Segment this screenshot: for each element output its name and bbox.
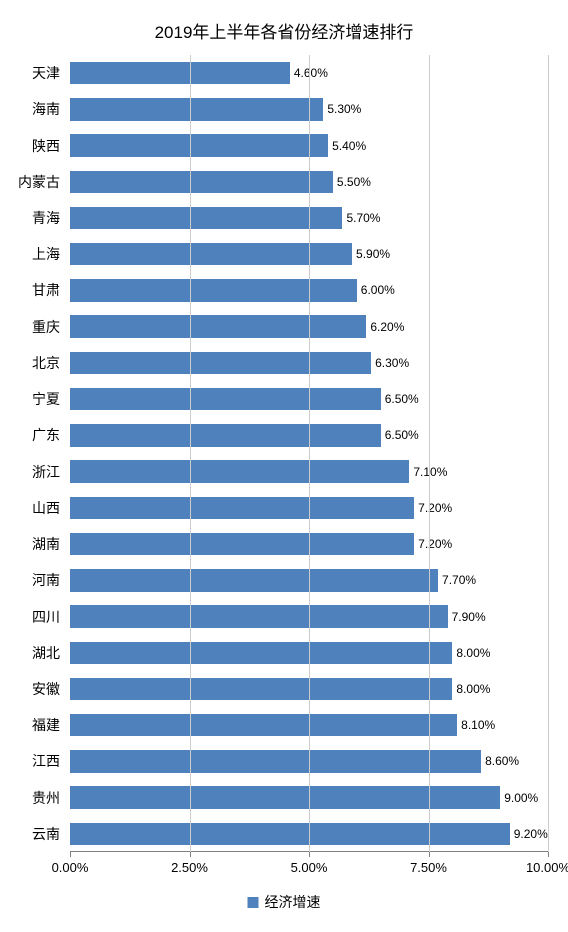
bar: 8.10% <box>70 714 457 736</box>
x-axis-label: 5.00% <box>291 860 328 875</box>
bar-value-label: 4.60% <box>294 66 328 80</box>
gridline <box>429 55 430 852</box>
y-axis-label: 甘肃 <box>32 280 60 300</box>
bar-value-label: 9.00% <box>504 791 538 805</box>
bar-value-label: 5.40% <box>332 139 366 153</box>
bar: 5.70% <box>70 207 342 229</box>
chart-title: 2019年上半年各省份经济增速排行 <box>0 18 568 43</box>
x-tick-mark <box>429 852 430 857</box>
bar: 7.70% <box>70 569 438 591</box>
bar: 6.50% <box>70 388 381 410</box>
y-axis-label: 山西 <box>32 498 60 518</box>
bar: 6.50% <box>70 424 381 446</box>
bar-value-label: 9.20% <box>514 827 548 841</box>
x-tick-mark <box>190 852 191 857</box>
bar-value-label: 5.50% <box>337 175 371 189</box>
x-axis-label: 7.50% <box>410 860 447 875</box>
bar-value-label: 8.10% <box>461 718 495 732</box>
bar-value-label: 6.50% <box>385 428 419 442</box>
x-axis-label: 0.00% <box>52 860 89 875</box>
plot-area: 4.60% 5.30% 5.40% 5.50% 5.70% 5.90% 6.00% 6.20%… <box>70 55 548 852</box>
bar-value-label: 6.50% <box>385 392 419 406</box>
x-axis-label: 2.50% <box>171 860 208 875</box>
bar-value-label: 8.00% <box>456 646 490 660</box>
bar: 5.30% <box>70 98 323 120</box>
bar: 8.00% <box>70 678 452 700</box>
bar-value-label: 5.30% <box>327 102 361 116</box>
y-axis-label: 四川 <box>32 607 60 627</box>
bar: 7.20% <box>70 497 414 519</box>
bar: 4.60% <box>70 62 290 84</box>
y-axis-label: 河南 <box>32 570 60 590</box>
bar: 7.90% <box>70 605 448 627</box>
bar-value-label: 7.20% <box>418 501 452 515</box>
y-axis-label: 安徽 <box>32 679 60 699</box>
bar: 8.00% <box>70 642 452 664</box>
y-axis-label: 重庆 <box>32 317 60 337</box>
y-axis-label: 上海 <box>32 244 60 264</box>
y-axis-label: 青海 <box>32 208 60 228</box>
bar: 5.50% <box>70 171 333 193</box>
bar-value-label: 7.90% <box>452 610 486 624</box>
bar-value-label: 7.20% <box>418 537 452 551</box>
bar: 5.40% <box>70 134 328 156</box>
y-axis-label: 湖南 <box>32 534 60 554</box>
y-axis-label: 广东 <box>32 425 60 445</box>
bar-value-label: 6.20% <box>370 320 404 334</box>
gridline <box>548 55 549 852</box>
bar-value-label: 5.70% <box>346 211 380 225</box>
x-axis-label: 10.00% <box>526 860 568 875</box>
bar-value-label: 6.00% <box>361 283 395 297</box>
y-axis-label: 宁夏 <box>32 389 60 409</box>
bar: 6.20% <box>70 315 366 337</box>
bar: 9.00% <box>70 786 500 808</box>
y-axis-label: 浙江 <box>32 462 60 482</box>
y-axis-label: 海南 <box>32 99 60 119</box>
bar: 8.60% <box>70 750 481 772</box>
gridline <box>190 55 191 852</box>
x-tick-mark <box>70 852 71 857</box>
legend-swatch <box>248 897 259 908</box>
legend-label: 经济增速 <box>265 892 321 912</box>
bar-value-label: 8.00% <box>456 682 490 696</box>
bar-value-label: 6.30% <box>375 356 409 370</box>
bar: 7.20% <box>70 533 414 555</box>
bar-value-label: 8.60% <box>485 754 519 768</box>
x-tick-mark <box>548 852 549 857</box>
x-tick-mark <box>309 852 310 857</box>
bar-value-label: 5.90% <box>356 247 390 261</box>
y-axis-label: 内蒙古 <box>18 172 60 192</box>
y-axis-label: 北京 <box>32 353 60 373</box>
bar-value-label: 7.70% <box>442 573 476 587</box>
y-axis-label: 湖北 <box>32 643 60 663</box>
bar: 9.20% <box>70 823 510 845</box>
bar: 7.10% <box>70 460 409 482</box>
y-axis-label: 福建 <box>32 715 60 735</box>
y-axis-label: 贵州 <box>32 788 60 808</box>
chart-container: 2019年上半年各省份经济增速排行 4.60% 5.30% 5.40% 5.50% 5.… <box>0 0 568 932</box>
bar: 6.00% <box>70 279 357 301</box>
legend: 经济增速 <box>248 892 321 912</box>
bar: 6.30% <box>70 352 371 374</box>
y-axis-label: 江西 <box>32 751 60 771</box>
y-axis-label: 云南 <box>32 824 60 844</box>
y-axis-label: 天津 <box>32 63 60 83</box>
y-axis-label: 陕西 <box>32 136 60 156</box>
bar-value-label: 7.10% <box>413 465 447 479</box>
gridline <box>309 55 310 852</box>
